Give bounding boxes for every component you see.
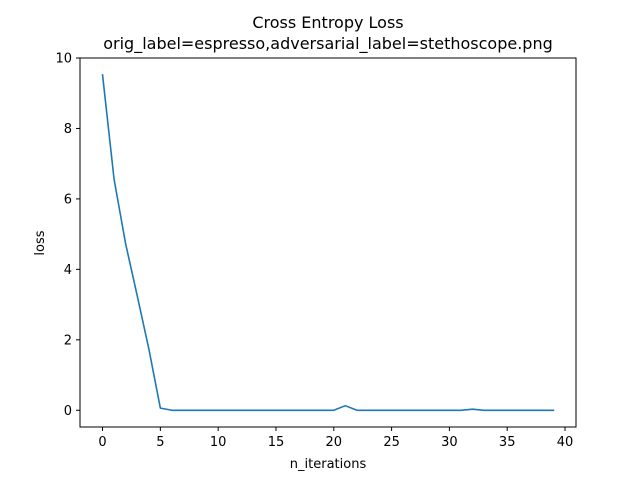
chart-title: Cross Entropy Loss [252, 13, 403, 32]
y-tick-label: 10 [55, 52, 72, 67]
x-tick-label: 0 [98, 435, 106, 450]
x-tick-label: 10 [210, 435, 227, 450]
x-tick-label: 20 [326, 435, 343, 450]
axes-frame [79, 57, 577, 428]
x-tick-label: 15 [268, 435, 285, 450]
series-line-0 [101, 74, 555, 412]
x-tick-label: 35 [499, 435, 516, 450]
chart-subtitle: orig_label=espresso,adversarial_label=st… [103, 34, 553, 54]
y-tick-label: 0 [64, 404, 72, 419]
plot-area [101, 74, 555, 412]
y-tick-label: 6 [64, 192, 72, 207]
x-tick-label: 30 [441, 435, 458, 450]
x-tick-label: 25 [383, 435, 400, 450]
y-tick-label: 8 [64, 122, 72, 137]
axis-ticks: 0 5 10 15 20 25 30 35 40 0 2 4 6 8 10 [55, 52, 573, 451]
y-tick-label: 4 [64, 263, 72, 278]
y-tick-label: 2 [64, 333, 72, 348]
x-tick-label: 40 [557, 435, 574, 450]
x-tick-label: 5 [156, 435, 164, 450]
y-axis-label: loss [33, 230, 48, 255]
x-axis-label: n_iterations [290, 457, 367, 472]
